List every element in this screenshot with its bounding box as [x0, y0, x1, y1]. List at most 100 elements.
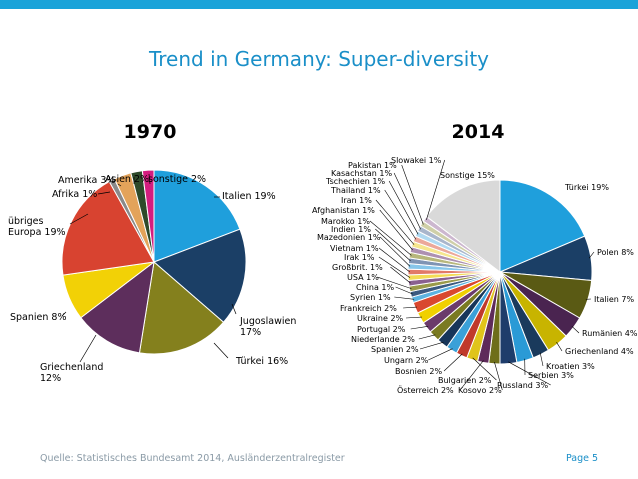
pie-1970: Italien 19% Jugoslawien 17% Türkei 16% Griec…: [8, 169, 296, 384]
pie-2014-leader-slowakei: [426, 159, 445, 220]
top-accent-bar: [0, 0, 638, 9]
pie-2014-leader-griechenland: [556, 342, 563, 352]
source-note: Quelle: Statistisches Bundesamt 2014, Au…: [40, 453, 345, 464]
pie-1970-leader-uebriges-europa: [69, 213, 89, 225]
pie-1970-slice-tuerkei: [138, 261, 225, 355]
pie-2014-leader-bosnien: [443, 353, 463, 372]
pie-1970-leader-afrika: [97, 191, 111, 195]
pie-2014-label-syrien: Syrien 1%: [350, 293, 391, 302]
pie-2014-label-kasachstan: Kasachstan 1%: [331, 169, 392, 178]
pie-1970-label-afrika: Afrika 1%: [52, 189, 97, 200]
pie-2014-label-vietnam: Vietnam 1%: [330, 244, 379, 253]
pie-2014-label-spanien: Spanien 2%: [371, 345, 419, 354]
pie-2014-leader-polen: [588, 251, 595, 259]
pie-2014-label-slowakei: Slowakei 1%: [391, 156, 442, 165]
pie-2014-leader-ukraine: [405, 316, 422, 319]
pie-2014-leader-afghanistan: [379, 209, 413, 251]
pie-2014-leader-portugal: [410, 326, 429, 330]
pie-2014-label-sonstige: Sonstige 15%: [440, 171, 495, 180]
slide-title: Trend in Germany: Super-diversity: [148, 47, 490, 71]
pie-2014-label-tuerkei: Türkei 19%: [564, 183, 609, 192]
pie-2014-label-griechenland: Griechenland 4%: [565, 347, 634, 356]
pie-2014-leader-pakistan: [401, 164, 424, 225]
pie-2014-label-usa: USA 1%: [347, 273, 379, 282]
pie-2014-leader-mazedonien: [379, 236, 411, 267]
pie-2014-label-ungarn: Ungarn 2%: [384, 356, 429, 365]
pie-2014-leader-frankreich: [403, 306, 418, 309]
pie-2014-leader-niederlande: [418, 334, 436, 340]
pie-1970-leader-jugoslawien: [231, 303, 237, 315]
chart-2014-title: 2014: [452, 121, 505, 143]
pie-2014-leader-russland: [508, 361, 551, 386]
pie-2014-label-pakistan: Pakistan 1%: [348, 161, 397, 170]
pie-2014-label-grossbrit: Großbrit. 1%: [332, 263, 383, 272]
pie-2014-label-marokko: Marokko 1%: [321, 217, 370, 226]
pie-2014-label-ukraine: Ukraine 2%: [357, 314, 404, 323]
pie-1970-slice-italien: [153, 169, 241, 263]
pie-2014-label-tschechien: Tschechien 1%: [325, 177, 385, 186]
pie-2014-leader-grossbrit: [390, 266, 411, 284]
pie-2014-leader-usa: [377, 276, 412, 289]
pie-1970-label-italien: Italien 19%: [222, 191, 276, 202]
pie-1970-leader-sonstige: [148, 173, 151, 185]
pie-2014-label-afghanistan: Afghanistan 1%: [312, 206, 375, 215]
pie-2014-leader-ungarn: [428, 348, 453, 361]
pie-1970-label-spanien: Spanien 8%: [10, 312, 67, 323]
pie-2014-label-kroatien: Kroatien 3%: [546, 362, 595, 371]
pie-2014-leader-iran: [375, 199, 415, 245]
pie-2014-label-frankreich: Frankreich 2%: [340, 304, 397, 313]
pie-2014-leader-china: [395, 286, 413, 295]
pie-2014-leader-spanien: [419, 341, 444, 350]
pie-1970-label-sonstige: sonstige 2%: [148, 174, 206, 185]
pie-2014: Türkei 19% Polen 8% Italien 7% Rumänien 4% G…: [312, 156, 638, 395]
pie-2014-slice-sonstige: [425, 179, 501, 274]
pie-2014-leader-marokko: [369, 220, 412, 256]
pie-2014-leader-thailand: [384, 189, 417, 240]
pie-2014-label-china: China 1%: [356, 283, 394, 292]
pie-2014-label-bosnien: Bosnien 2%: [395, 367, 442, 376]
pie-2014-label-iran: Iran 1%: [341, 196, 372, 205]
pie-2014-label-polen: Polen 8%: [597, 248, 634, 257]
pie-1970-leader-griechenland: [79, 334, 97, 363]
pie-2014-leader-kosovo: [494, 361, 503, 391]
pie-1970-leader-tuerkei: [213, 342, 229, 359]
page-number: Page 5: [566, 453, 599, 464]
pie-2014-leader-rumaenien: [571, 326, 580, 334]
pie-2014-leader-kroatien: [539, 352, 544, 367]
pie-2014-label-russland: Russland 3%: [497, 381, 549, 390]
pie-2014-label-kosovo: Kosovo 2%: [458, 386, 502, 395]
pie-1970-label-tuerkei: Türkei 16%: [235, 356, 288, 367]
pie-2014-label-mazedonien: Mazedonien 1%: [317, 233, 381, 242]
pie-2014-label-serbien: Serbien 3%: [528, 371, 574, 380]
pie-2014-leader-kasachstan: [393, 172, 421, 230]
pie-2014-leader-irak: [378, 256, 411, 278]
pie-1970-label-jugoslawien: Jugoslawien 17%: [239, 316, 296, 338]
pie-1970-slice-jugoslawien: [153, 228, 247, 323]
pie-2014-slice-tuerkei: [499, 179, 586, 273]
pie-1970-slice-griechenland: [80, 260, 155, 354]
pie-2014-leader-vietnam: [378, 247, 410, 273]
pie-2014-leader-oesterreich: [459, 360, 484, 391]
pie-2014-label-irak: Irak 1%: [344, 253, 375, 262]
pie-2014-leader-bulgarien: [472, 357, 497, 381]
pie-2014-label-italien: Italien 7%: [594, 295, 634, 304]
pie-1970-leader-spanien: [61, 311, 67, 317]
pie-1970-leader-amerika: [117, 183, 122, 187]
pie-1970-label-uebriges-europa: übriges Europa 19%: [8, 216, 66, 238]
pie-2014-leader-syrien: [394, 296, 415, 300]
pie-1970-label-asien: Asien 2%: [105, 174, 149, 185]
pie-1970-slice-uebriges-europa: [61, 180, 155, 276]
pie-2014-label-portugal: Portugal 2%: [357, 325, 406, 334]
pie-2014-leader-indien: [375, 228, 411, 262]
pie-1970-label-amerika: Amerika 3%: [58, 175, 115, 186]
pie-2014-label-oesterreich: Österreich 2%: [397, 385, 454, 395]
pie-1970-label-griechenland: Griechenland 12%: [40, 362, 103, 384]
pie-2014-leader-tschechien: [388, 180, 419, 235]
pie-2014-label-niederlande: Niederlande 2%: [351, 335, 415, 344]
pie-2014-label-rumaenien: Rumänien 4%: [582, 329, 638, 338]
pie-2014-label-thailand: Thailand 1%: [330, 186, 381, 195]
pie-2014-label-indien: Indien 1%: [331, 225, 371, 234]
pie-1970-slice-sonstige: [141, 169, 155, 263]
chart-1970-title: 1970: [124, 121, 177, 143]
